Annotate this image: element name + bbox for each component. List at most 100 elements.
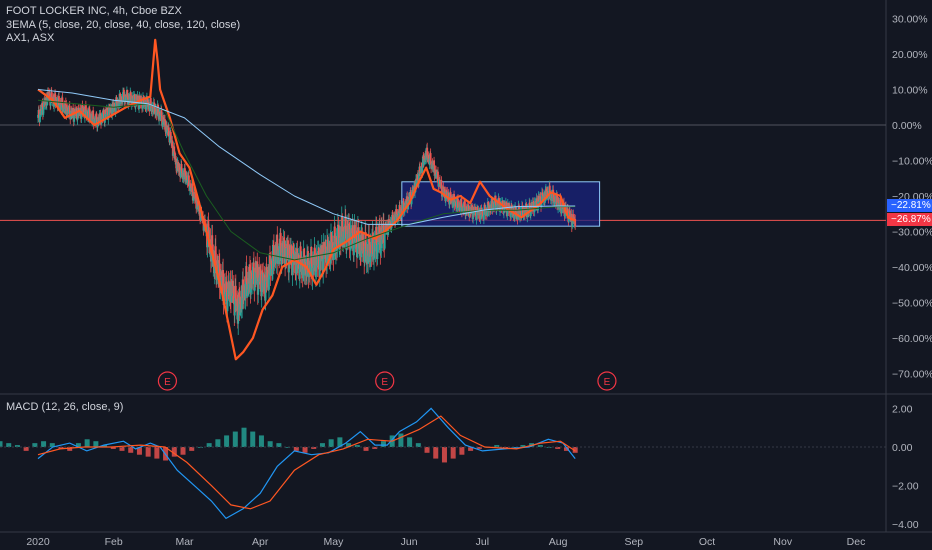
- candle-body: [370, 244, 372, 254]
- time-axis-tick: Oct: [699, 536, 715, 548]
- candle-body: [484, 209, 487, 215]
- candle-body: [535, 202, 538, 207]
- candle-body: [358, 241, 361, 249]
- candle-body: [409, 192, 412, 197]
- macd-histogram-bar: [49, 443, 55, 447]
- candle-body: [150, 107, 153, 112]
- candle-body: [367, 255, 370, 264]
- candle-body: [242, 279, 245, 298]
- candle-body: [496, 201, 499, 207]
- macd-histogram-bar: [293, 447, 299, 451]
- candle-body: [445, 190, 448, 200]
- candle-body: [58, 96, 60, 106]
- macd-axis-tick: −2.00: [892, 481, 919, 493]
- candle-body: [503, 202, 506, 209]
- candle-body: [285, 246, 287, 249]
- candle-body: [104, 109, 107, 115]
- candle-body: [184, 168, 186, 173]
- candle-body: [261, 271, 264, 274]
- candle-body: [119, 93, 121, 97]
- candle-body: [282, 237, 285, 255]
- candle-body: [190, 187, 193, 192]
- candle-body: [228, 282, 231, 296]
- candle-body: [487, 201, 490, 205]
- candle-body: [520, 211, 522, 217]
- macd-legend[interactable]: MACD (12, 26, close, 9): [6, 401, 124, 413]
- candle-body: [312, 257, 315, 268]
- candle-body: [105, 113, 108, 115]
- candle-body: [172, 153, 175, 156]
- candle-body: [471, 205, 474, 214]
- macd-histogram-bar: [23, 447, 29, 451]
- macd-histogram-bar: [145, 447, 151, 457]
- candle-body: [325, 249, 328, 268]
- macd-histogram-bar: [520, 445, 526, 447]
- candle-body: [424, 155, 427, 161]
- asx-indicator-legend[interactable]: AX1, ASX: [6, 32, 55, 44]
- candle-body: [337, 226, 340, 248]
- macd-histogram-bar: [32, 443, 38, 447]
- candle-body: [570, 213, 573, 220]
- price-axis-tick: −50.00%: [892, 298, 932, 310]
- candle-body: [314, 271, 317, 277]
- candle-body: [268, 253, 271, 274]
- candle-body: [195, 207, 198, 209]
- candle-body: [492, 203, 495, 210]
- candle-body: [469, 208, 472, 210]
- candle-body: [151, 105, 154, 112]
- candle-body: [480, 207, 483, 216]
- candle-body: [376, 244, 379, 259]
- candle-body: [302, 248, 305, 270]
- candle-body: [63, 109, 66, 111]
- candle-body: [129, 92, 132, 96]
- candle-body: [372, 232, 374, 255]
- ema-indicator-legend[interactable]: 3EMA (5, close, 20, close, 40, close, 12…: [6, 19, 241, 31]
- candle-body: [269, 253, 271, 264]
- candle-body: [203, 225, 205, 231]
- macd-histogram-bar: [215, 439, 221, 447]
- candle-body: [291, 255, 293, 276]
- candle-body: [267, 269, 269, 278]
- candle-body: [167, 129, 169, 133]
- candle-body: [308, 262, 311, 265]
- candle-body: [532, 202, 535, 212]
- candle-body: [283, 239, 286, 264]
- candle-body: [263, 275, 266, 294]
- candle-body: [83, 108, 85, 112]
- candle-body: [384, 225, 387, 231]
- candle-body: [196, 200, 199, 204]
- candle-body: [161, 115, 163, 126]
- candle-body: [347, 223, 350, 239]
- candle-body: [498, 201, 501, 212]
- candle-body: [163, 119, 166, 125]
- macd-histogram-bar: [555, 447, 561, 449]
- candle-body: [61, 97, 64, 106]
- candle-body: [42, 109, 45, 115]
- candle-body: [260, 274, 263, 297]
- time-axis-tick: Aug: [549, 536, 568, 548]
- candle-body: [40, 110, 43, 114]
- candle-body: [559, 197, 562, 206]
- candle-body: [292, 246, 295, 254]
- candle-body: [198, 205, 201, 216]
- candle-body: [279, 232, 282, 246]
- macd-histogram-bar: [346, 443, 352, 447]
- candle-body: [322, 258, 325, 275]
- candle-body: [120, 101, 122, 104]
- candle-body: [153, 103, 156, 114]
- candle-body: [253, 271, 256, 291]
- candle-body: [133, 94, 136, 104]
- candle-body: [452, 201, 455, 208]
- candle-body: [237, 315, 240, 324]
- candle-body: [523, 209, 526, 213]
- macd-histogram-bar: [302, 447, 308, 453]
- candle-body: [175, 158, 178, 169]
- macd-histogram-bar: [572, 447, 578, 453]
- macd-histogram-bar: [363, 447, 369, 451]
- candle-body: [90, 114, 93, 119]
- candle-body: [367, 234, 370, 256]
- candle-body: [119, 96, 122, 104]
- macd-histogram-bar: [84, 439, 90, 447]
